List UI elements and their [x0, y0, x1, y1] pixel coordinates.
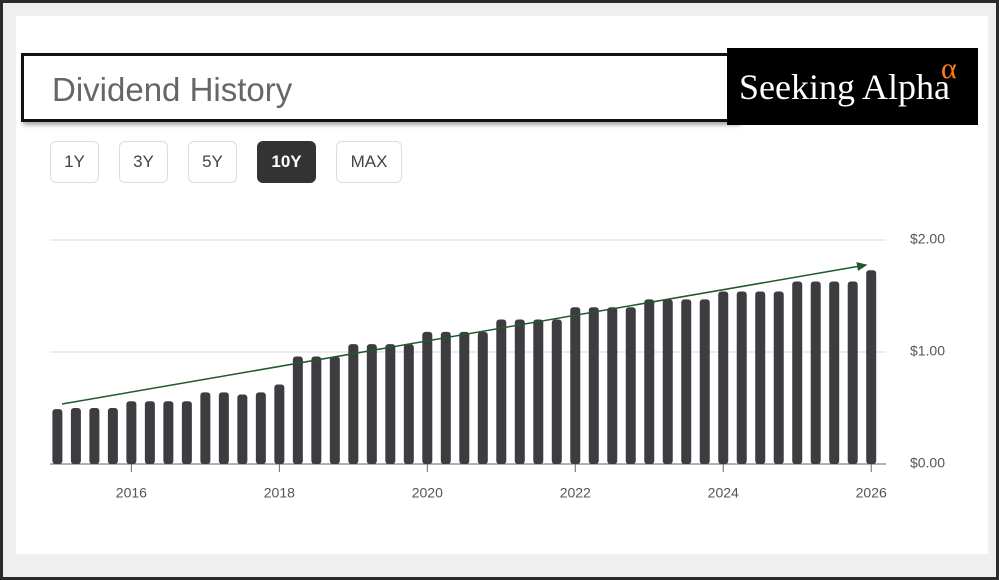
bar [810, 281, 821, 464]
bar [107, 408, 118, 464]
bar [348, 344, 359, 464]
bar [218, 392, 229, 464]
bar [403, 344, 414, 464]
bar [625, 307, 636, 464]
bar [329, 356, 340, 464]
bar [533, 319, 544, 464]
bar [514, 319, 525, 464]
range-button[interactable]: MAX [336, 141, 402, 183]
x-tick-label: 2016 [116, 485, 147, 501]
x-tick-label: 2020 [412, 485, 443, 501]
y-tick-label: $2.00 [910, 231, 945, 247]
bar [662, 299, 673, 464]
bar [144, 401, 155, 464]
bar [292, 356, 303, 464]
bar [274, 384, 285, 464]
bar [459, 331, 470, 464]
bar [311, 356, 322, 464]
bar [200, 392, 211, 464]
bar [699, 299, 710, 464]
bar [52, 409, 63, 464]
x-tick-label: 2022 [560, 485, 591, 501]
bar [718, 291, 729, 464]
x-tick-label: 2024 [708, 485, 739, 501]
bar [551, 319, 562, 464]
y-tick-label: $0.00 [910, 455, 945, 471]
title: Dividend History [52, 71, 293, 108]
x-tick-label: 2026 [856, 485, 887, 501]
x-tick-label: 2018 [264, 485, 295, 501]
logo-symbol: α [941, 52, 957, 85]
bar [588, 307, 599, 464]
logo: Seeking Alpha α [727, 48, 978, 125]
trend-arrow [61, 262, 868, 405]
bar [866, 270, 877, 464]
bar [422, 331, 433, 464]
bar [570, 307, 581, 464]
bar [773, 291, 784, 464]
bar [385, 344, 396, 464]
bar [440, 331, 451, 464]
bar [607, 307, 618, 464]
bar [755, 291, 766, 464]
bar [366, 344, 377, 464]
bar [181, 401, 192, 464]
bar [255, 392, 266, 464]
bar [496, 319, 507, 464]
logo-text: Seeking Alpha [739, 67, 950, 107]
bar [163, 401, 174, 464]
range-button[interactable]: 1Y [50, 141, 99, 183]
bar [792, 281, 803, 464]
bar [736, 291, 747, 464]
range-button[interactable]: 3Y [119, 141, 168, 183]
bar [126, 401, 137, 464]
bar [89, 408, 100, 464]
title-box: Dividend History [21, 53, 739, 122]
y-tick-label: $1.00 [910, 343, 945, 359]
range-button[interactable]: 5Y [188, 141, 237, 183]
bar [237, 394, 248, 464]
bar [477, 331, 488, 464]
bar [681, 299, 692, 464]
range-button[interactable]: 10Y [257, 141, 316, 183]
bar [829, 281, 840, 464]
bar [70, 408, 81, 464]
bar [847, 281, 858, 464]
bar [644, 299, 655, 464]
